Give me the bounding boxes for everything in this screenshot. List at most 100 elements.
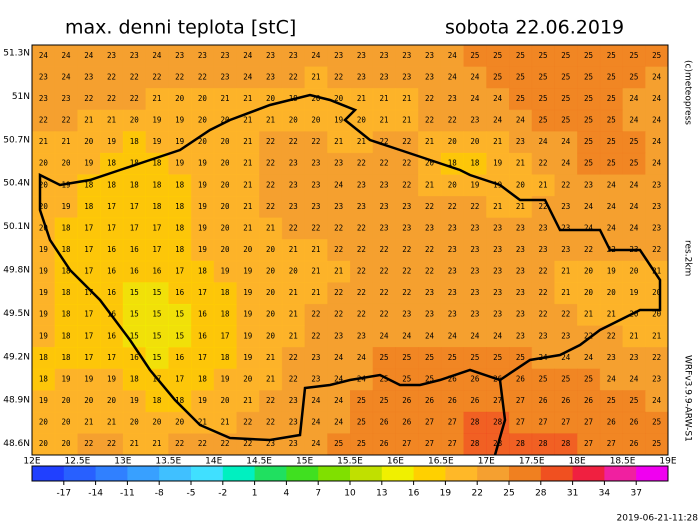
grid-cell (509, 239, 533, 262)
grid-value: 21 (561, 267, 570, 276)
grid-cell (327, 347, 351, 370)
grid-cell (372, 66, 396, 89)
grid-value: 19 (198, 202, 207, 211)
grid-value: 17 (84, 223, 93, 232)
grid-value: 17 (152, 245, 161, 254)
grid-value: 23 (652, 374, 661, 383)
grid-cell (213, 131, 237, 154)
grid-value: 22 (311, 310, 320, 319)
grid-cell (577, 239, 601, 262)
grid-value: 27 (402, 439, 411, 448)
grid-cell (531, 411, 555, 434)
grid-cell (622, 66, 646, 89)
grid-cell (77, 131, 101, 154)
grid-value: 21 (380, 116, 389, 125)
grid-cell (395, 282, 419, 305)
grid-cell (372, 217, 396, 240)
grid-value: 23 (357, 180, 366, 189)
grid-value: 21 (311, 245, 320, 254)
colorbar-label: 25 (503, 489, 514, 499)
grid-value: 21 (289, 288, 298, 297)
grid-cell (509, 196, 533, 219)
grid-cell (100, 433, 124, 456)
grid-value: 15 (175, 310, 184, 319)
grid-value: 22 (402, 159, 411, 168)
grid-cell (32, 131, 56, 154)
grid-value: 22 (334, 72, 343, 81)
grid-cell (281, 411, 306, 434)
grid-cell (395, 217, 419, 240)
grid-value: 21 (652, 267, 661, 276)
grid-value: 22 (130, 72, 139, 81)
grid-cell (213, 260, 237, 283)
grid-cell (259, 131, 283, 154)
grid-cell (645, 174, 669, 197)
grid-cell (577, 66, 601, 89)
grid-cell (191, 196, 215, 219)
grid-cell (100, 411, 124, 434)
grid-value: 17 (198, 288, 207, 297)
grid-value: 23 (380, 180, 389, 189)
grid-value: 23 (39, 72, 48, 81)
grid-value: 26 (629, 439, 639, 448)
grid-cell (599, 174, 624, 197)
grid-cell (418, 325, 442, 348)
grid-cell (100, 260, 124, 283)
grid-cell (509, 433, 533, 456)
grid-cell (54, 368, 78, 391)
grid-cell (645, 368, 669, 391)
grid-cell (531, 109, 555, 132)
grid-value: 26 (607, 418, 617, 427)
grid-value: 17 (130, 223, 139, 232)
lon-label: 19E (659, 457, 676, 467)
grid-cell (281, 239, 306, 262)
grid-value: 25 (629, 396, 638, 405)
colorbar-segment (509, 466, 542, 481)
grid-value: 22 (448, 116, 457, 125)
grid-cell (577, 45, 601, 68)
grid-value: 24 (448, 72, 458, 81)
grid-cell (554, 411, 578, 434)
grid-value: 23 (493, 288, 502, 297)
grid-value: 23 (289, 396, 298, 405)
grid-cell (259, 260, 283, 283)
grid-value: 22 (334, 288, 343, 297)
grid-cell (577, 88, 601, 111)
grid-value: 25 (652, 51, 661, 60)
grid-cell (32, 66, 56, 89)
grid-cell (418, 45, 442, 68)
grid-cell (54, 152, 78, 175)
grid-cell (259, 66, 283, 89)
grid-value: 18 (175, 245, 185, 254)
grid-value: 23 (289, 418, 298, 427)
grid-value: 22 (107, 94, 116, 103)
grid-value: 15 (152, 331, 161, 340)
grid-value: 21 (561, 288, 570, 297)
grid-value: 19 (198, 245, 207, 254)
grid-value: 20 (39, 180, 49, 189)
grid-cell (168, 239, 192, 262)
grid-cell (236, 325, 260, 348)
grid-value: 25 (539, 72, 548, 81)
grid-value: 24 (652, 137, 662, 146)
grid-cell (259, 390, 283, 413)
grid-cell (486, 109, 510, 132)
grid-cell (599, 411, 624, 434)
grid-cell (645, 347, 669, 370)
grid-value: 15 (152, 353, 161, 362)
grid-value: 24 (334, 353, 344, 362)
grid-value: 20 (357, 116, 367, 125)
grid-cell (259, 196, 283, 219)
grid-cell (372, 174, 396, 197)
grid-cell (259, 174, 283, 197)
grid-cell (54, 303, 78, 327)
grid-value: 20 (221, 116, 231, 125)
grid-cell (77, 303, 101, 327)
grid-cell (350, 66, 374, 89)
grid-value: 21 (243, 94, 252, 103)
grid-value: 22 (380, 288, 389, 297)
grid-cell (77, 368, 101, 391)
grid-value: 26 (402, 396, 412, 405)
grid-cell (509, 282, 533, 305)
grid-value: 19 (629, 288, 638, 297)
